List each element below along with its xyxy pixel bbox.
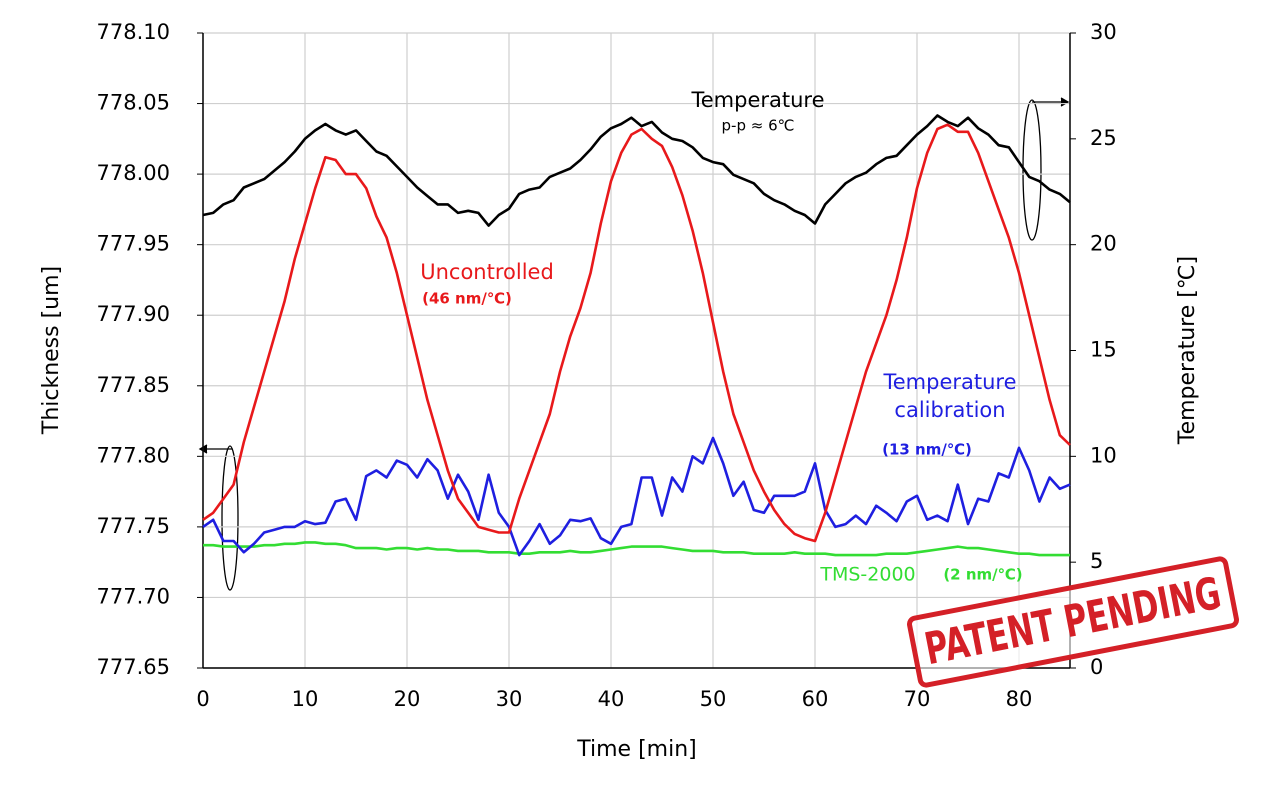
right-axis-indicator: [1022, 97, 1070, 241]
series-label: Uncontrolled: [420, 260, 554, 284]
series-line: [202, 436, 1071, 557]
series-line: [202, 114, 1071, 227]
y-tick-label: 777.70: [97, 584, 170, 608]
series-label: Temperature: [690, 88, 824, 112]
y-axis-title: Thickness [um]: [39, 266, 64, 435]
y-tick-label: 778.00: [97, 161, 170, 185]
y2-tick-label: 25: [1090, 126, 1117, 150]
series-label: Temperature calibration: [883, 370, 1017, 422]
stamp: PATENT PENDING: [907, 556, 1239, 688]
series-rate-label: p-p ≈ 6℃: [722, 117, 795, 135]
y-tick-label: 777.65: [97, 655, 170, 679]
x-tick-label: 50: [700, 687, 727, 711]
x-tick-label: 30: [496, 687, 523, 711]
y-tick-label: 777.80: [97, 443, 170, 467]
x-tick-label: 0: [196, 687, 209, 711]
x-tick-label: 10: [292, 687, 319, 711]
y2-tick-label: 20: [1090, 232, 1117, 256]
y-tick-label: 777.90: [97, 302, 170, 326]
y2-tick-label: 0: [1090, 655, 1103, 679]
y2-axis-title: Temperature [℃]: [1175, 256, 1200, 445]
series-rate-label: (46 nm/℃): [422, 290, 512, 308]
x-tick-label: 40: [598, 687, 625, 711]
series-rate-label: (13 nm/℃): [882, 441, 972, 459]
series-line: [203, 541, 1070, 557]
y-tick-label: 777.95: [97, 232, 170, 256]
y2-tick-label: 5: [1090, 549, 1103, 573]
y-tick-label: 778.10: [97, 20, 170, 44]
x-tick-label: 70: [904, 687, 931, 711]
x-tick-label: 20: [394, 687, 421, 711]
y2-tick-label: 30: [1090, 20, 1117, 44]
stamp-border: [907, 556, 1239, 688]
y-tick-label: 777.85: [97, 373, 170, 397]
y2-tick-label: 10: [1090, 443, 1117, 467]
x-tick-label: 80: [1006, 687, 1033, 711]
x-tick-label: 60: [802, 687, 829, 711]
series-line: [202, 123, 1071, 543]
y-tick-label: 777.75: [97, 514, 170, 538]
series-label: TMS-2000: [819, 564, 915, 586]
y2-tick-label: 15: [1090, 338, 1117, 362]
x-axis-title: Time [min]: [576, 737, 697, 762]
series-rate-label: (2 nm/℃): [943, 566, 1022, 584]
y-tick-label: 778.05: [97, 91, 170, 115]
